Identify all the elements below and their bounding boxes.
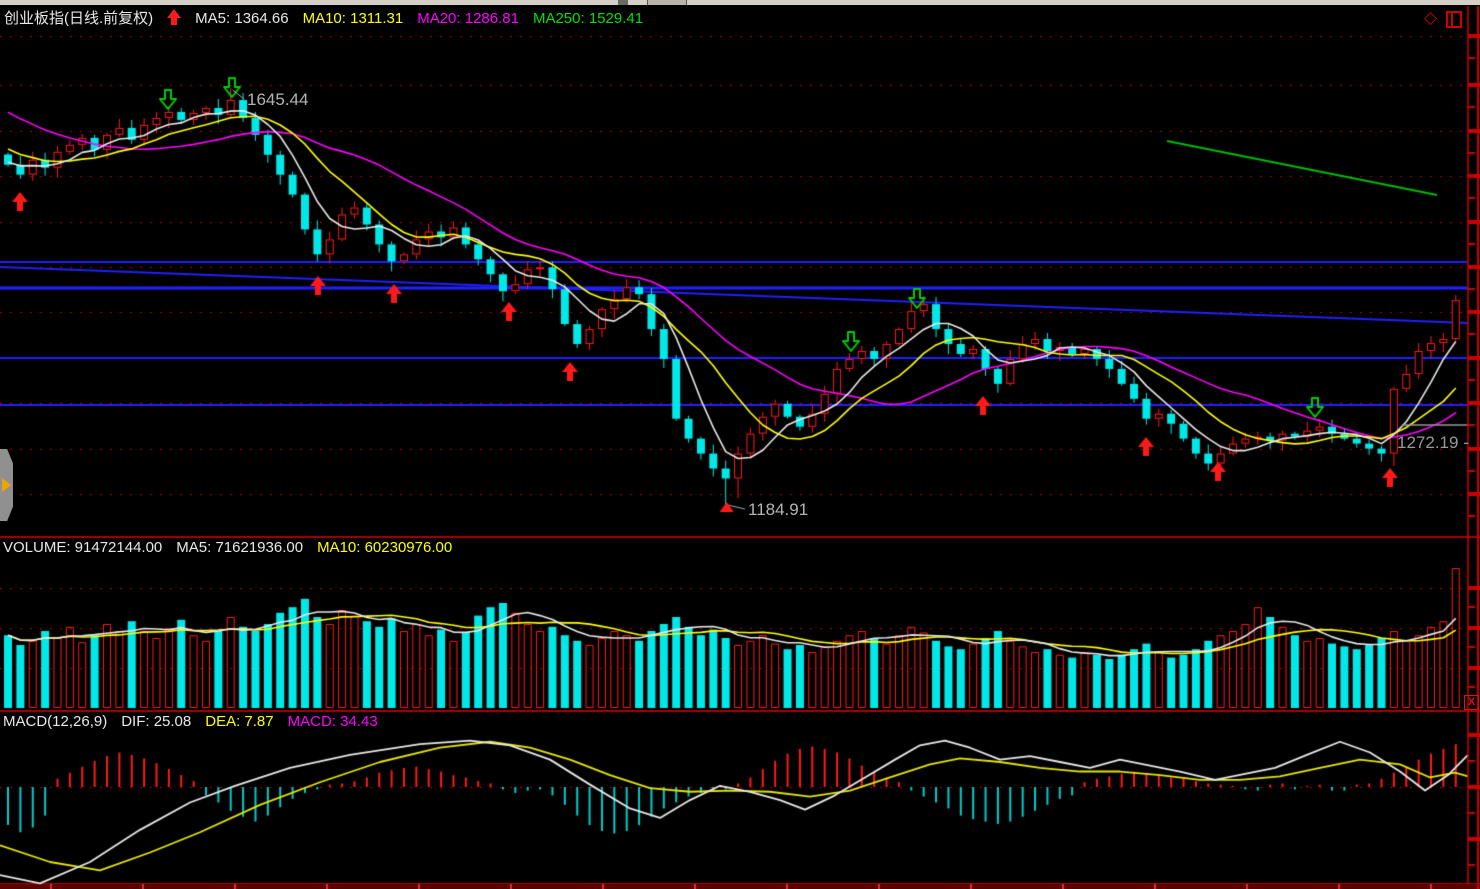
- diamond-tool-icon[interactable]: ◇: [1424, 8, 1438, 27]
- volume-value: VOLUME: 91472144.00: [3, 539, 163, 556]
- macd-value: MACD: 34.43: [287, 713, 378, 730]
- ma5-value: MA5: 1364.66: [195, 10, 289, 27]
- buy-signal-icon: [167, 9, 182, 25]
- macd-header: MACD(12,26,9) DIF: 25.08 DEA: 7.87 MACD: 34…: [3, 713, 392, 730]
- volume-ma5-value: MA5: 71621936.00: [176, 539, 304, 556]
- sidebar-expand-handle[interactable]: [0, 449, 13, 521]
- ma250-value: MA250: 1529.41: [532, 10, 644, 27]
- close-indicator-button[interactable]: X: [1464, 695, 1479, 710]
- ma20-value: MA20: 1286.81: [417, 10, 519, 27]
- macd-name: MACD(12,26,9): [3, 713, 108, 730]
- high-price-label: 1645.44: [247, 90, 309, 109]
- window-top-strip: [0, 0, 1480, 5]
- main-chart-header: 创业板指(日线.前复权) MA5: 1364.66 MA10: 1311.31 MA2…: [4, 7, 657, 28]
- ma10-value: MA10: 1311.31: [302, 10, 404, 27]
- volume-header: VOLUME: 91472144.00 MA5: 71621936.00 MA10:…: [3, 539, 466, 556]
- dea-value: DEA: 7.87: [205, 713, 274, 730]
- low-price-label: 1184.91: [748, 500, 809, 519]
- instrument-title: 创业板指(日线.前复权): [4, 10, 154, 27]
- price-line-label: 1272.19 -: [1397, 433, 1469, 452]
- tab-separator: [618, 0, 628, 5]
- volume-ma10-value: MA10: 60230976.00: [317, 539, 453, 556]
- expand-arrow-icon: [2, 478, 11, 492]
- tab-separator: [647, 0, 687, 5]
- split-window-icon[interactable]: [1446, 11, 1462, 28]
- dif-value: DIF: 25.08: [121, 713, 192, 730]
